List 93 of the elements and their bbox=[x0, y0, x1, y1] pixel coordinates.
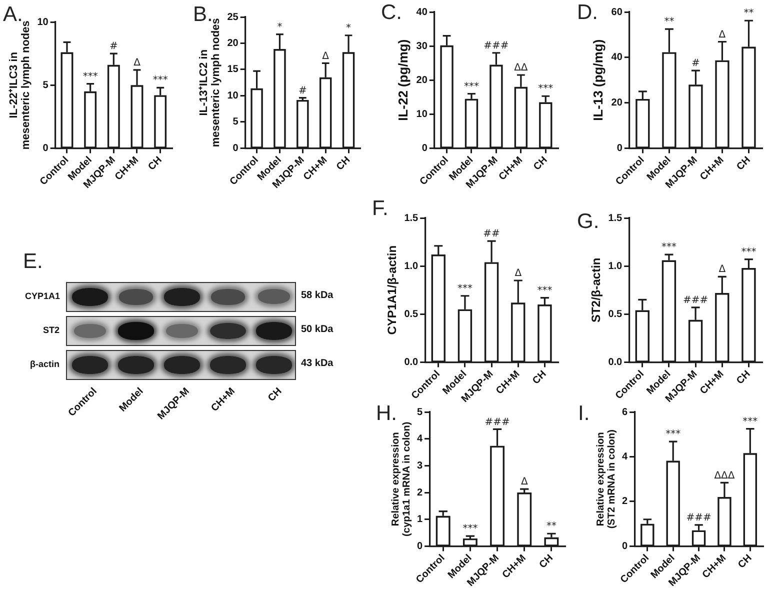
chart-title: C. bbox=[381, 1, 402, 25]
x-tick-label: CH bbox=[734, 368, 753, 387]
annotation: *** bbox=[457, 283, 472, 294]
annotation: ** bbox=[744, 8, 754, 20]
y-tick-label: 0 bbox=[622, 540, 628, 552]
y-tick-label: 1.5 bbox=[608, 212, 623, 224]
y-axis-title: IL-22 (pg/mg) bbox=[396, 39, 411, 121]
annotation: *** bbox=[462, 524, 478, 535]
y-tick-label: 2 bbox=[417, 487, 423, 498]
annotation: ** bbox=[546, 521, 556, 532]
y-tick-label: 5 bbox=[232, 116, 239, 128]
y-tick-label: 5 bbox=[42, 80, 49, 91]
y-tick-label: 15 bbox=[227, 64, 239, 76]
text: E. bbox=[23, 250, 43, 274]
category-label: 58 kDa bbox=[301, 290, 334, 301]
x-tick-label: CH bbox=[146, 154, 164, 173]
y-tick-label: 30 bbox=[416, 40, 428, 52]
x-tick-label: CH bbox=[532, 154, 550, 173]
annotation: *** bbox=[464, 81, 479, 92]
annotation: *** bbox=[152, 75, 168, 86]
y-tick-label: 0.0 bbox=[608, 356, 623, 368]
y-tick-label: 4 bbox=[417, 434, 423, 445]
x-tick-label: CH bbox=[530, 368, 549, 387]
y-tick-label: 40 bbox=[416, 6, 428, 18]
annotation: * bbox=[346, 22, 352, 34]
y-tick-label: 2 bbox=[622, 496, 628, 508]
y-tick-label: 10 bbox=[37, 16, 49, 28]
annotation: Δ bbox=[134, 58, 141, 69]
category-label: β-actin bbox=[30, 359, 60, 369]
annotation: # bbox=[692, 58, 700, 70]
y-tick-label: 6 bbox=[622, 406, 628, 418]
x-tick-label: CH bbox=[538, 552, 556, 571]
annotation: *** bbox=[666, 429, 681, 440]
annotation: *** bbox=[661, 242, 676, 254]
chart-title: I. bbox=[578, 402, 590, 426]
annotation: ### bbox=[682, 295, 708, 306]
y-tick-label: 0.0 bbox=[404, 356, 419, 368]
category-label: 50 kDa bbox=[301, 324, 334, 335]
y-tick-label: 0 bbox=[616, 142, 623, 154]
y-tick-label: 40 bbox=[611, 52, 623, 64]
y-tick-label: 1.0 bbox=[404, 260, 419, 272]
category-label: CYP1A1 bbox=[25, 291, 60, 301]
y-tick-label: 4 bbox=[622, 451, 628, 462]
annotation: Δ bbox=[514, 268, 522, 280]
annotation: ** bbox=[664, 16, 674, 28]
category-label: ST2 bbox=[43, 325, 60, 335]
annotation: ΔΔΔ bbox=[714, 470, 735, 482]
y-tick-label: 10 bbox=[227, 90, 239, 102]
y-axis-title: IL-13 (pg/mg) bbox=[590, 39, 606, 121]
annotation: Δ bbox=[718, 29, 726, 40]
annotation: # bbox=[298, 85, 307, 96]
annotation: ### bbox=[484, 40, 509, 52]
annotation: Δ bbox=[322, 50, 330, 62]
annotation: ### bbox=[686, 512, 712, 524]
annotation: * bbox=[277, 22, 282, 33]
y-tick-label: 1 bbox=[417, 514, 423, 526]
x-tick-label: CH bbox=[736, 552, 754, 571]
y-tick-label: 25 bbox=[227, 12, 239, 23]
y-tick-label: 0 bbox=[422, 142, 428, 154]
y-tick-label: 20 bbox=[416, 74, 428, 86]
annotation: Δ bbox=[718, 264, 726, 276]
y-tick-label: 0.5 bbox=[404, 308, 419, 320]
x-tick-label: CH bbox=[734, 154, 753, 173]
y-tick-label: 0 bbox=[417, 540, 423, 552]
y-tick-label: 10 bbox=[416, 108, 428, 120]
chart-title: G. bbox=[577, 210, 600, 234]
y-tick-label: 1.5 bbox=[404, 212, 419, 224]
annotation: *** bbox=[742, 416, 758, 428]
category-label: 43 kDa bbox=[301, 358, 334, 369]
y-tick-label: 0 bbox=[232, 142, 239, 154]
y-tick-label: 20 bbox=[227, 38, 239, 49]
annotation: ## bbox=[483, 228, 500, 240]
y-tick-label: 1.0 bbox=[608, 260, 623, 272]
y-tick-label: 60 bbox=[611, 6, 623, 18]
chart-title: F. bbox=[372, 197, 388, 221]
annotation: *** bbox=[82, 71, 98, 82]
x-tick-label: CH bbox=[334, 154, 353, 173]
annotation: # bbox=[109, 41, 118, 52]
y-tick-label: 20 bbox=[611, 98, 623, 109]
y-tick-label: 3 bbox=[417, 460, 423, 472]
annotation: Δ bbox=[520, 476, 528, 488]
annotation: ### bbox=[484, 416, 510, 428]
y-tick-label: 5 bbox=[417, 406, 423, 418]
annotation: *** bbox=[538, 84, 554, 95]
chart-title: D. bbox=[577, 1, 598, 25]
y-tick-label: 0 bbox=[42, 142, 49, 154]
annotation: *** bbox=[741, 246, 756, 258]
y-axis-title: CYP1A1/β-actin bbox=[384, 245, 399, 335]
y-axis-title: ST2/β-actin bbox=[588, 258, 603, 322]
annotation: *** bbox=[537, 285, 552, 296]
y-axis-title: Relative expression (ST2 mRNA in colon) bbox=[595, 430, 618, 529]
y-tick-label: 0.5 bbox=[608, 308, 623, 320]
annotation: ΔΔ bbox=[514, 62, 528, 74]
